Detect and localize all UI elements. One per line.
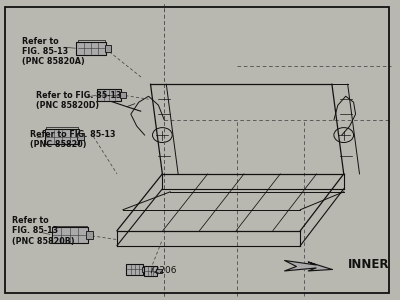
- FancyBboxPatch shape: [156, 269, 162, 273]
- FancyBboxPatch shape: [144, 266, 157, 276]
- FancyBboxPatch shape: [126, 264, 144, 275]
- FancyBboxPatch shape: [76, 42, 106, 55]
- FancyBboxPatch shape: [86, 231, 93, 239]
- Text: INNER: INNER: [348, 259, 389, 272]
- Text: Refer to
FIG. 85-13
(PNC 85820A): Refer to FIG. 85-13 (PNC 85820A): [22, 37, 85, 66]
- FancyBboxPatch shape: [77, 133, 84, 140]
- Text: 72206: 72206: [148, 266, 177, 275]
- Text: Refer to
FIG. 85-13
(PNC 85820B): Refer to FIG. 85-13 (PNC 85820B): [12, 216, 74, 245]
- FancyBboxPatch shape: [52, 227, 88, 243]
- FancyBboxPatch shape: [97, 88, 121, 101]
- FancyBboxPatch shape: [45, 129, 79, 144]
- FancyBboxPatch shape: [142, 267, 148, 272]
- Text: Refer to FIG. 85-13
(PNC 85820): Refer to FIG. 85-13 (PNC 85820): [30, 130, 116, 149]
- FancyBboxPatch shape: [120, 92, 126, 98]
- Polygon shape: [284, 260, 332, 271]
- Text: Refer to FIG. 85-13
(PNC 85820D): Refer to FIG. 85-13 (PNC 85820D): [36, 91, 122, 110]
- FancyBboxPatch shape: [105, 45, 112, 52]
